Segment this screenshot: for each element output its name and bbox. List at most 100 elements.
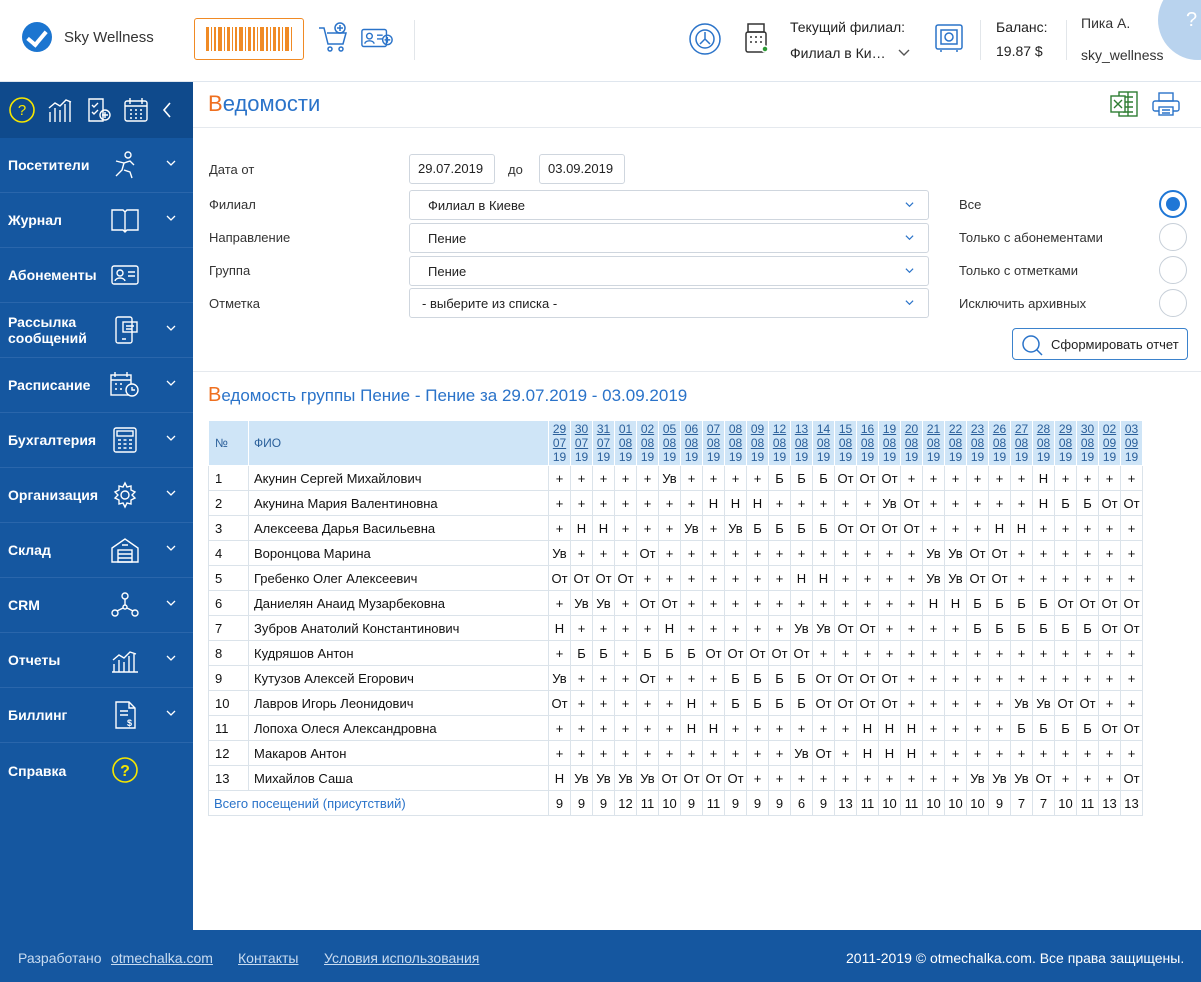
attendance-mark[interactable]: + bbox=[724, 465, 747, 491]
bar-chart-icon[interactable] bbox=[46, 96, 74, 124]
attendance-mark[interactable]: + bbox=[614, 615, 637, 641]
attendance-mark[interactable]: + bbox=[746, 565, 769, 591]
attendance-mark[interactable]: + bbox=[658, 515, 681, 541]
attendance-mark[interactable]: + bbox=[1098, 540, 1121, 566]
attendance-mark[interactable]: От bbox=[658, 590, 681, 616]
attendance-mark[interactable]: + bbox=[1076, 765, 1099, 791]
attendance-mark[interactable]: + bbox=[636, 690, 659, 716]
attendance-mark[interactable]: + bbox=[702, 590, 725, 616]
attendance-mark[interactable]: От bbox=[834, 690, 857, 716]
attendance-mark[interactable]: + bbox=[768, 540, 791, 566]
attendance-mark[interactable]: + bbox=[614, 690, 637, 716]
attendance-mark[interactable]: + bbox=[592, 740, 615, 766]
attendance-mark[interactable]: + bbox=[570, 540, 593, 566]
attendance-mark[interactable]: От bbox=[856, 465, 879, 491]
attendance-mark[interactable]: Б bbox=[1032, 615, 1055, 641]
attendance-mark[interactable]: Б bbox=[768, 515, 791, 541]
sidebar-item-schedule[interactable]: Расписание bbox=[0, 358, 193, 413]
attendance-mark[interactable]: Н bbox=[680, 690, 703, 716]
attendance-mark[interactable]: + bbox=[768, 615, 791, 641]
attendance-mark[interactable]: Н bbox=[724, 490, 747, 516]
attendance-mark[interactable]: От bbox=[856, 615, 879, 641]
attendance-mark[interactable]: От bbox=[1120, 715, 1143, 741]
attendance-mark[interactable]: + bbox=[922, 765, 945, 791]
attendance-mark[interactable]: Н bbox=[702, 715, 725, 741]
student-name[interactable]: Кудряшов Антон bbox=[248, 640, 549, 666]
attendance-mark[interactable]: Ув bbox=[636, 765, 659, 791]
attendance-mark[interactable]: От bbox=[900, 515, 923, 541]
attendance-mark[interactable]: Б bbox=[1054, 490, 1077, 516]
date-column-header[interactable]: 31 07 19 bbox=[592, 420, 615, 466]
attendance-mark[interactable]: От bbox=[900, 490, 923, 516]
group-select[interactable]: Пение bbox=[409, 256, 929, 286]
attendance-mark[interactable]: + bbox=[1010, 565, 1033, 591]
attendance-mark[interactable]: Б bbox=[988, 590, 1011, 616]
attendance-mark[interactable]: + bbox=[614, 540, 637, 566]
attendance-mark[interactable]: + bbox=[636, 515, 659, 541]
attendance-mark[interactable]: Б bbox=[746, 690, 769, 716]
attendance-mark[interactable]: Н bbox=[856, 740, 879, 766]
attendance-mark[interactable]: Н bbox=[548, 765, 571, 791]
attendance-mark[interactable]: + bbox=[900, 565, 923, 591]
attendance-mark[interactable]: + bbox=[724, 740, 747, 766]
attendance-mark[interactable]: От bbox=[812, 690, 835, 716]
student-name[interactable]: Лавров Игорь Леонидович bbox=[248, 690, 549, 716]
attendance-mark[interactable]: + bbox=[922, 690, 945, 716]
attendance-mark[interactable]: + bbox=[1076, 540, 1099, 566]
attendance-mark[interactable]: От bbox=[834, 465, 857, 491]
attendance-mark[interactable]: Ув bbox=[944, 565, 967, 591]
attendance-mark[interactable]: + bbox=[1054, 565, 1077, 591]
attendance-mark[interactable]: Ув bbox=[548, 540, 571, 566]
attendance-mark[interactable]: Н bbox=[658, 615, 681, 641]
attendance-mark[interactable]: Б bbox=[1054, 715, 1077, 741]
attendance-mark[interactable]: + bbox=[548, 640, 571, 666]
attendance-mark[interactable]: Б bbox=[1032, 715, 1055, 741]
attendance-mark[interactable]: От bbox=[1098, 715, 1121, 741]
attendance-mark[interactable]: + bbox=[900, 590, 923, 616]
attendance-mark[interactable]: + bbox=[834, 540, 857, 566]
attendance-mark[interactable]: + bbox=[878, 565, 901, 591]
attendance-mark[interactable]: + bbox=[1120, 665, 1143, 691]
date-column-header[interactable]: 03 09 19 bbox=[1120, 420, 1143, 466]
attendance-mark[interactable]: + bbox=[856, 640, 879, 666]
attendance-mark[interactable]: + bbox=[812, 765, 835, 791]
sidebar-item-subscriptions[interactable]: Абонементы bbox=[0, 248, 193, 303]
attendance-mark[interactable]: Б bbox=[812, 465, 835, 491]
attendance-mark[interactable]: + bbox=[680, 465, 703, 491]
attendance-mark[interactable]: + bbox=[702, 540, 725, 566]
date-column-header[interactable]: 22 08 19 bbox=[944, 420, 967, 466]
help-circle-icon[interactable]: ? bbox=[8, 96, 36, 124]
attendance-mark[interactable]: Ув bbox=[790, 615, 813, 641]
attendance-mark[interactable]: + bbox=[1010, 640, 1033, 666]
radio-exclude-archived[interactable] bbox=[1159, 289, 1187, 317]
attendance-mark[interactable]: + bbox=[988, 465, 1011, 491]
attendance-mark[interactable]: + bbox=[988, 490, 1011, 516]
radio-marks[interactable] bbox=[1159, 256, 1187, 284]
attendance-mark[interactable]: + bbox=[922, 515, 945, 541]
attendance-mark[interactable]: Б bbox=[1054, 615, 1077, 641]
attendance-mark[interactable]: + bbox=[724, 565, 747, 591]
collapse-sidebar-icon[interactable] bbox=[160, 100, 174, 120]
online-support-icon[interactable] bbox=[686, 20, 724, 58]
attendance-mark[interactable]: + bbox=[702, 740, 725, 766]
date-column-header[interactable]: 26 08 19 bbox=[988, 420, 1011, 466]
date-from-input[interactable]: 29.07.2019 bbox=[409, 154, 495, 184]
attendance-mark[interactable]: + bbox=[746, 615, 769, 641]
attendance-mark[interactable]: + bbox=[592, 715, 615, 741]
attendance-mark[interactable]: + bbox=[746, 590, 769, 616]
barcode-scan-button[interactable] bbox=[194, 18, 304, 60]
attendance-mark[interactable]: + bbox=[636, 465, 659, 491]
attendance-mark[interactable]: + bbox=[966, 490, 989, 516]
date-column-header[interactable]: 15 08 19 bbox=[834, 420, 857, 466]
attendance-mark[interactable]: Б bbox=[790, 690, 813, 716]
attendance-mark[interactable]: Б bbox=[768, 465, 791, 491]
attendance-mark[interactable]: + bbox=[834, 765, 857, 791]
attendance-mark[interactable]: + bbox=[658, 690, 681, 716]
attendance-mark[interactable]: Б bbox=[1010, 715, 1033, 741]
attendance-mark[interactable]: От bbox=[856, 515, 879, 541]
student-name[interactable]: Акунина Мария Валентиновна bbox=[248, 490, 549, 516]
attendance-mark[interactable]: + bbox=[636, 490, 659, 516]
attendance-mark[interactable]: + bbox=[592, 665, 615, 691]
attendance-mark[interactable]: + bbox=[1098, 565, 1121, 591]
student-name[interactable]: Лопоха Олеся Александровна bbox=[248, 715, 549, 741]
